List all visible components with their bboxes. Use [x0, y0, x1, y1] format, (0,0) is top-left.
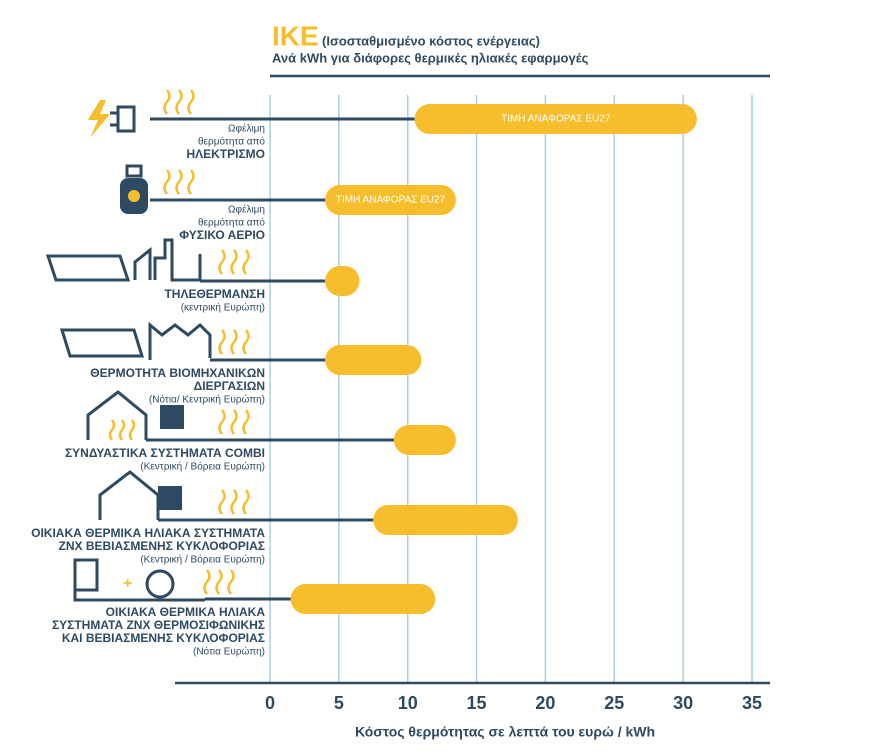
icons: +	[45, 89, 250, 602]
category-label: ΟΙΚΙΑΚΑ ΘΕΡΜΙΚΑ ΗΛΙΑΚΑ	[106, 605, 266, 619]
subtitle: Ανά kWh για διάφορες θερμικές ηλιακές εφ…	[272, 50, 589, 65]
x-tick-label: 30	[673, 693, 693, 713]
bar	[325, 345, 422, 375]
x-tick-label: 0	[265, 693, 275, 713]
x-tick-label: 15	[467, 693, 487, 713]
x-axis-label: Κόστος θερμότητας σε λεπτά του ευρώ / kW…	[355, 724, 655, 740]
bar	[393, 425, 456, 455]
category-label: ΚΑΙ ΒΕΒΙΑΣΜΕΝΗΣ ΚΥΚΛΟΦΟΡΙΑΣ	[62, 631, 265, 645]
category-label: ΗΛΕΚΤΡΙΣΜΟ	[186, 147, 265, 161]
bar	[325, 266, 360, 296]
bar-label: ΤΙΜΗ ΑΝΑΦΟΡΑΣ EU27	[336, 195, 446, 206]
category-note: (κεντρική Ευρώπη)	[181, 302, 265, 314]
category-label: ΖΝΧ ΒΕΒΙΑΣΜΕΝΗΣ ΚΥΚΛΟΦΟΡΙΑΣ	[59, 539, 265, 553]
x-tick-label: 10	[398, 693, 418, 713]
category-note: θερμότητα από	[198, 217, 265, 229]
category-label: ΔΙΕΡΓΑΣΙΩΝ	[194, 379, 265, 393]
title-note: (Ισοσταθμισμένο κόστος ενέργειας)	[322, 33, 540, 48]
category-note: (Νότια/ Κεντρική Ευρώπη)	[149, 394, 265, 406]
bar	[373, 505, 518, 535]
chart-title: ΙΚΕ	[272, 20, 319, 51]
x-tick-label: 20	[535, 693, 555, 713]
bar	[414, 104, 697, 134]
svg-text:+: +	[123, 575, 132, 592]
x-tick-label: 25	[604, 693, 624, 713]
category-label: ΦΥΣΙΚΟ ΑΕΡΙΟ	[179, 228, 265, 242]
category-label: ΤΗΛΕΘΕΡΜΑΝΣΗ	[164, 287, 265, 301]
category-note: (Νότια Ευρώπη)	[193, 646, 265, 658]
category-note: (Κεντρική / Βόρεια Ευρώπη)	[140, 554, 265, 566]
category-note: θερμότητα από	[198, 136, 265, 148]
bar-label: ΤΙΜΗ ΑΝΑΦΟΡΑΣ EU27	[501, 114, 611, 125]
category-note: Ωφέλιμη	[228, 204, 265, 216]
bar	[325, 185, 456, 215]
category-note: (Κεντρική / Βόρεια Ευρώπη)	[140, 461, 265, 473]
x-tick-label: 35	[742, 693, 762, 713]
category-label: ΣΥΝΔΥΑΣΤΙΚΑ ΣΥΣΤΗΜΑΤΑ COMBI	[65, 446, 265, 460]
category-label: ΘΕΡΜΟΤΗΤΑ ΒΙΟΜΗΧΑΝΙΚΩΝ	[90, 366, 265, 380]
x-tick-label: 5	[334, 693, 344, 713]
category-label: ΣΥΣΤΗΜΑΤΑ ΖΝΧ ΘΕΡΜΟΣΙΦΩΝΙΚΗΣ	[52, 618, 265, 632]
category-note: Ωφέλιμη	[228, 123, 265, 135]
bar	[290, 584, 436, 614]
category-label: ΟΙΚΙΑΚΑ ΘΕΡΜΙΚΑ ΗΛΙΑΚΑ ΣΥΣΤΗΜΑΤΑ	[31, 526, 265, 540]
